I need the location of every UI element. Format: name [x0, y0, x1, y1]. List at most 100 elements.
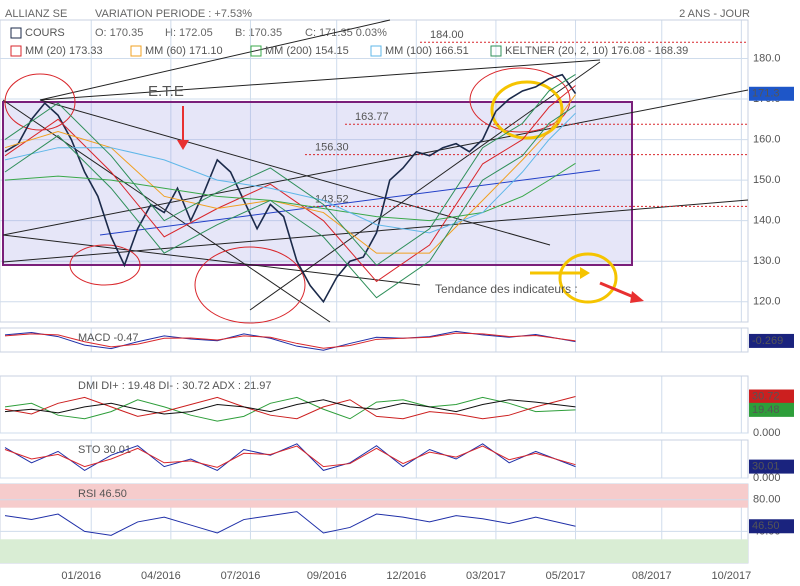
y-tick-label: 160.0 — [753, 133, 781, 145]
current-value-label: 30.01 — [752, 461, 780, 473]
panel-title: MACD -0.47 — [78, 332, 139, 344]
x-tick-label: 03/2017 — [466, 570, 506, 582]
y-tick-label: 80.00 — [753, 494, 781, 506]
y-tick-label: 130.0 — [753, 255, 781, 267]
arrow-head — [177, 140, 189, 150]
trend-line — [39, 59, 601, 101]
trend-line — [99, 169, 601, 236]
trend-line — [39, 19, 391, 101]
low: B: 170.35 — [235, 27, 282, 39]
series-line — [4, 73, 576, 266]
current-value-box — [749, 86, 794, 101]
arrow-head — [580, 267, 590, 279]
current-value-box — [749, 333, 794, 348]
series-line — [4, 332, 576, 349]
legend-label: MM (20) 173.33 — [25, 45, 103, 57]
plot-layer — [0, 19, 749, 564]
legend-label: MM (200) 154.15 — [265, 45, 349, 57]
current-value-box — [749, 519, 794, 534]
x-tick-label: 12/2016 — [386, 570, 426, 582]
series-line — [4, 511, 576, 536]
level-label: 163.77 — [355, 111, 389, 123]
series-line — [4, 396, 576, 422]
current-value-label: 171.3 — [752, 88, 780, 100]
circle — [4, 73, 76, 131]
y-tick-label: 140.0 — [753, 215, 781, 227]
data-layer: 01/2016 04/2016 07/2016 09/2016 12/2016 03/20… — [4, 27, 794, 582]
x-tick-label: 05/2017 — [546, 570, 586, 582]
circles — [4, 67, 571, 324]
legend-swatch — [130, 45, 142, 57]
arrow-head — [630, 291, 644, 303]
level-label: 184.00 — [430, 29, 464, 41]
zone — [0, 539, 748, 563]
panel-frame — [0, 327, 749, 353]
open: O: 170.35 — [95, 27, 143, 39]
level-label: 156.30 — [315, 141, 349, 153]
trend-line — [2, 234, 421, 286]
y-tick-label: 120.0 — [753, 296, 781, 308]
legend-label: MM (100) 166.51 — [385, 45, 469, 57]
panel-title: RSI 46.50 — [78, 488, 127, 500]
current-value-box — [749, 389, 794, 404]
legend-label: COURS — [25, 27, 65, 39]
period-variation: VARIATION PERIODE : +7.53% — [95, 8, 252, 20]
series-line — [4, 399, 576, 415]
series-line — [4, 85, 576, 283]
legend-swatch — [490, 45, 502, 57]
circle — [69, 244, 141, 286]
y-tick-label: 0.000 — [753, 472, 781, 484]
annotation: Tendance des indicateurs : — [435, 282, 578, 296]
x-tick-label: 01/2016 — [61, 570, 101, 582]
current-value-label: 19.48 — [752, 404, 780, 416]
trend-line — [39, 99, 551, 246]
panel-frame — [0, 19, 749, 323]
series-line — [4, 162, 576, 222]
trend-line — [2, 99, 331, 323]
legend-label: MM (60) 171.10 — [145, 45, 223, 57]
circle — [194, 246, 306, 324]
high: H: 172.05 — [165, 27, 213, 39]
series-line — [4, 396, 576, 420]
legend-swatch — [250, 45, 262, 57]
y-tick-label: 180.0 — [753, 52, 781, 64]
series-line — [4, 105, 576, 299]
legend-swatch — [10, 27, 22, 39]
stock-name: ALLIANZ SE — [5, 8, 67, 20]
circle — [469, 67, 571, 133]
pattern-box — [2, 101, 633, 266]
highlight — [490, 80, 564, 140]
x-tick-label: 07/2016 — [221, 570, 261, 582]
x-tick-label: 09/2016 — [307, 570, 347, 582]
series-line — [4, 73, 577, 304]
x-tick-label: 04/2016 — [141, 570, 181, 582]
x-tick-label: 10/2017 — [711, 570, 751, 582]
legend-label: KELTNER (20, 2, 10) 176.08 - 168.39 — [505, 45, 688, 57]
current-value-label: -0.269 — [752, 335, 783, 347]
drawings — [2, 19, 749, 324]
panel-title: DMI DI+ : 19.48 DI- : 30.72 ADX : 21.97 — [78, 380, 272, 392]
level-label: 143.52 — [315, 193, 349, 205]
period: 2 ANS - JOUR — [679, 8, 750, 20]
annotation: E.T.E — [148, 83, 184, 100]
trend-lines — [2, 19, 749, 323]
close: C: 171.35 0.03% — [305, 27, 387, 39]
current-value-box — [749, 402, 794, 417]
x-tick-label: 08/2017 — [632, 570, 672, 582]
arrow — [599, 281, 637, 300]
legend-swatch — [370, 45, 382, 57]
current-value-box — [749, 459, 794, 474]
y-tick-label: 0.000 — [753, 427, 781, 439]
trend-line — [2, 89, 749, 236]
y-tick-label: 150.0 — [753, 174, 781, 186]
series-line — [4, 112, 576, 234]
current-value-label: 30.72 — [752, 390, 780, 402]
zone — [0, 484, 748, 508]
highlight — [558, 252, 618, 304]
legend-swatch — [10, 45, 22, 57]
current-value-label: 46.50 — [752, 520, 780, 532]
trend-line — [249, 61, 601, 311]
trend-line — [2, 199, 749, 263]
series-line — [4, 445, 576, 468]
